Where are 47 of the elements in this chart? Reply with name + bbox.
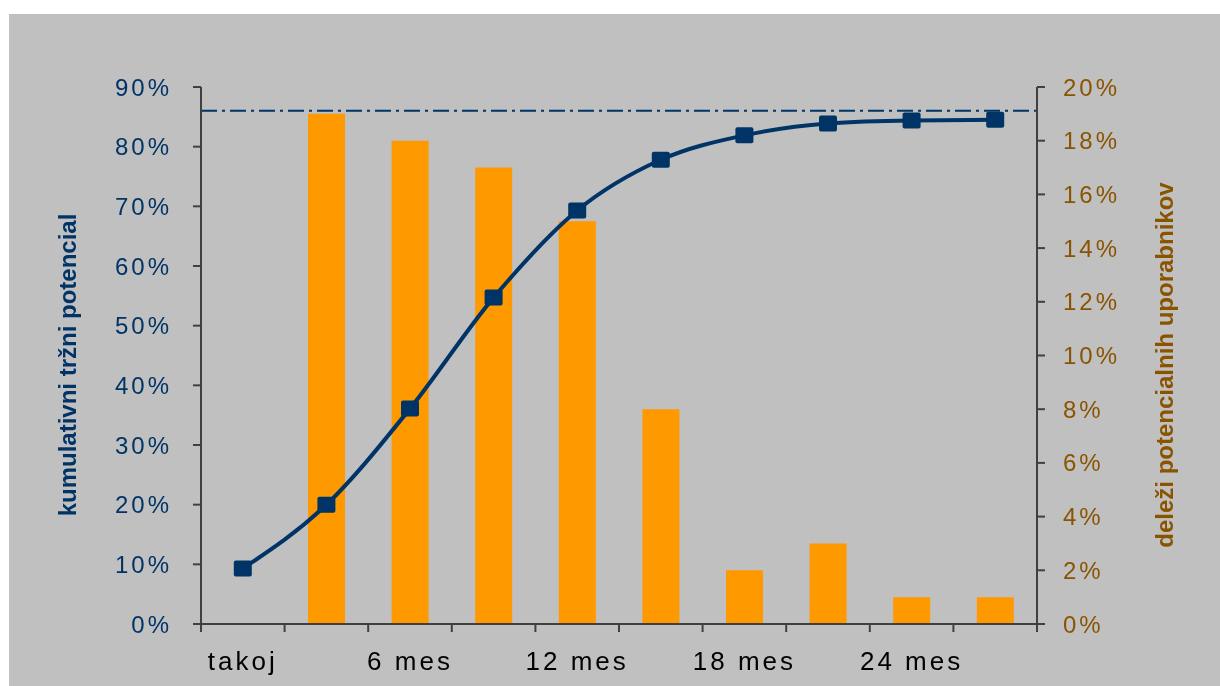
y2-tick-label: 4% [1063,503,1104,531]
bar [391,140,429,624]
bar [642,409,680,624]
y2-tick-label: 20% [1063,73,1121,101]
y2-tick-label: 18% [1063,127,1121,155]
y-tick-label: 0% [131,610,172,638]
bar [976,597,1014,624]
bar [558,221,596,624]
point [484,289,503,306]
y-tick-label: 90% [114,73,172,101]
y2-tick-label: 12% [1063,288,1121,316]
point [986,111,1005,128]
y-axis-title: kumulativni tržni potencial [53,213,81,517]
point [401,400,419,417]
x-tick-label: 12 mes [525,646,629,676]
y2-tick-label: 10% [1063,342,1121,370]
point [735,127,754,144]
y-tick-label: 20% [114,491,172,519]
bar [893,597,931,624]
y2-tick-label: 0% [1063,610,1104,638]
y-tick-label: 80% [114,133,172,161]
bar [475,167,513,624]
point [902,112,921,129]
y-tick-label: 30% [114,431,172,459]
point [317,496,336,513]
y2-tick-label: 14% [1063,234,1121,262]
bar [308,113,346,624]
y-tick-label: 50% [114,312,172,340]
y-tick-label: 60% [114,252,172,280]
y-tick-label: 10% [114,550,172,578]
bar [809,543,847,624]
point [568,202,587,219]
x-tick-label: takoj [207,646,278,676]
y2-tick-label: 2% [1063,556,1104,584]
y-tick-label: 40% [114,371,172,399]
point [233,560,252,577]
point [651,151,670,168]
y2-tick-label: 6% [1063,449,1104,477]
point [819,115,837,132]
x-tick-label: 6 mes [367,646,453,676]
y2-tick-label: 8% [1063,395,1104,423]
x-tick-label: 18 mes [692,646,797,676]
y2-tick-label: 16% [1063,180,1121,208]
y2-axis-title: deleži potencialnih uporabnikov [1150,181,1178,548]
bar [726,570,764,624]
x-tick-label: 24 mes [859,646,964,676]
y-tick-label: 70% [114,192,172,220]
